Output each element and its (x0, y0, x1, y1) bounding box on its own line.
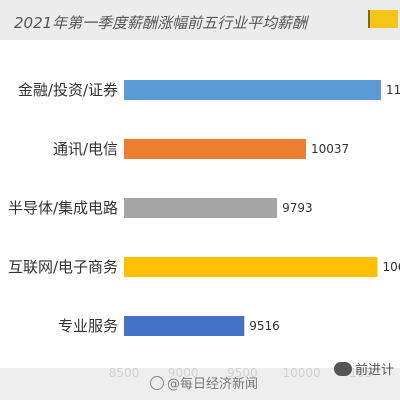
watermark-left-text: @每日经济新闻 (167, 377, 259, 392)
title-swatch (368, 10, 398, 28)
bar (124, 80, 381, 100)
value-label: 11 (386, 83, 400, 97)
value-label: 10037 (311, 142, 349, 156)
bar (124, 198, 278, 218)
watermark-right-text: 前进计 (355, 363, 395, 378)
footer-band (0, 368, 400, 400)
value-label: 9516 (249, 319, 280, 333)
bar-chart: 金融/投资/证券 11 通讯/电信 10037 半导体/集成电路 9793 互联网/电子商务… (8, 80, 400, 380)
bar (124, 316, 245, 336)
bar (124, 257, 378, 277)
title-bar: 2021年第一季度薪酬涨幅前五行业平均薪酬 (0, 0, 400, 40)
category-label: 通讯/电信 (53, 140, 118, 158)
watermark-right: 前进计 (334, 359, 394, 378)
chart-title: 2021年第一季度薪酬涨幅前五行业平均薪酬 (14, 14, 308, 32)
wechat-icon (334, 362, 352, 376)
bar (124, 139, 306, 159)
category-label: 互联网/电子商务 (8, 258, 118, 276)
plot-area: 金融/投资/证券 11 通讯/电信 10037 半导体/集成电路 9793 互联网/电子商务… (0, 40, 400, 400)
value-label: 9793 (282, 201, 313, 215)
watermark-left: @每日经济新闻 (150, 373, 258, 392)
weibo-icon (150, 376, 164, 390)
value-label: 10641 (382, 260, 400, 274)
category-label: 半导体/集成电路 (8, 199, 118, 217)
category-label: 专业服务 (58, 317, 118, 335)
category-label: 金融/投资/证券 (18, 81, 118, 99)
